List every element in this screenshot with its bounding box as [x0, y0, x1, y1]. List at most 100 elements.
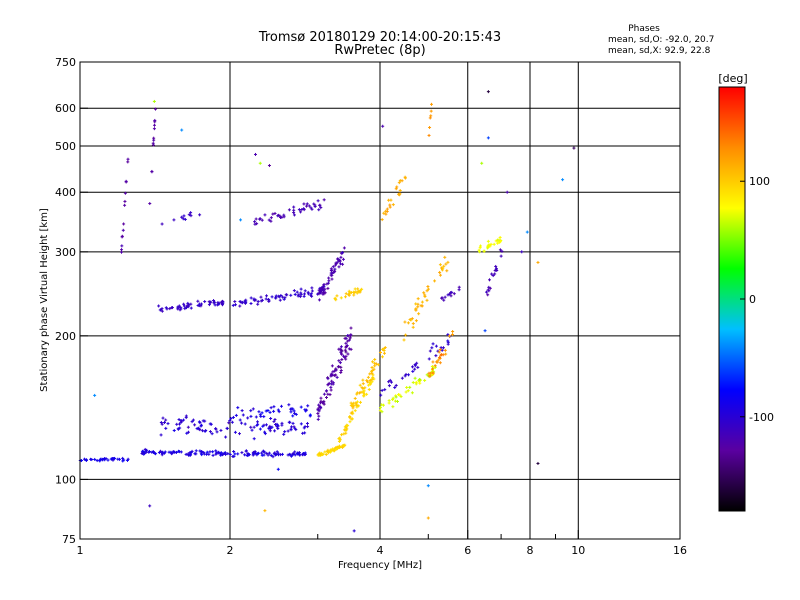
- data-point: [341, 257, 345, 261]
- data-point: [205, 450, 209, 454]
- data-point: [318, 203, 322, 207]
- data-point: [225, 427, 229, 431]
- data-point: [451, 330, 455, 334]
- data-point: [258, 161, 262, 165]
- data-point: [273, 211, 277, 215]
- data-point: [381, 347, 385, 351]
- data-point: [486, 288, 490, 292]
- data-point: [352, 291, 356, 295]
- data-point: [442, 298, 446, 302]
- data-point: [341, 251, 345, 255]
- data-point: [98, 459, 102, 463]
- data-point: [152, 123, 156, 127]
- data-point: [120, 244, 124, 248]
- data-point: [343, 295, 347, 299]
- data-point: [305, 408, 309, 412]
- data-point: [319, 206, 323, 210]
- data-point: [355, 403, 359, 407]
- data-point: [332, 449, 336, 453]
- data-point: [373, 361, 377, 365]
- data-point: [208, 450, 212, 454]
- data-point: [339, 345, 343, 349]
- data-point: [106, 458, 110, 462]
- data-point: [270, 295, 274, 299]
- data-point: [329, 388, 333, 392]
- data-point: [144, 450, 148, 454]
- data-point: [287, 420, 291, 424]
- data-point: [331, 265, 335, 269]
- data-point: [194, 449, 198, 453]
- data-point: [291, 452, 295, 456]
- data-point: [305, 204, 309, 208]
- data-point: [121, 459, 125, 463]
- data-point: [444, 262, 448, 266]
- data-point: [264, 297, 268, 301]
- data-point: [228, 452, 232, 456]
- data-point: [440, 296, 444, 300]
- data-point: [391, 405, 395, 409]
- data-point: [198, 428, 202, 432]
- data-point: [276, 214, 280, 218]
- data-point: [254, 217, 258, 221]
- data-point: [342, 246, 346, 250]
- data-point: [343, 336, 347, 340]
- data-point: [263, 213, 267, 217]
- data-point: [447, 334, 451, 338]
- y-axis-ticks: 75 100 200 300 400 500 600 750: [55, 56, 88, 546]
- data-point: [414, 302, 418, 306]
- data-point: [267, 218, 271, 222]
- data-point: [166, 422, 170, 426]
- data-point: [152, 138, 156, 142]
- data-point: [346, 352, 350, 356]
- data-point: [95, 459, 99, 463]
- data-point: [357, 404, 361, 408]
- data-point: [361, 378, 365, 382]
- data-point: [438, 273, 442, 277]
- data-point: [489, 242, 493, 246]
- data-point: [322, 289, 326, 293]
- stats-heading: Phases: [628, 24, 660, 34]
- data-point: [234, 413, 238, 417]
- data-point: [309, 292, 313, 296]
- data-point: [338, 438, 342, 442]
- data-point: [313, 205, 317, 209]
- data-point: [319, 405, 323, 409]
- data-point: [335, 375, 339, 379]
- data-point: [268, 410, 272, 414]
- data-point: [249, 302, 253, 306]
- data-point: [318, 452, 322, 456]
- data-point: [457, 288, 461, 292]
- data-point: [93, 457, 97, 461]
- data-point: [159, 433, 163, 437]
- data-point: [172, 218, 176, 222]
- data-point: [337, 265, 341, 269]
- data-point: [157, 304, 161, 308]
- data-point: [268, 429, 272, 433]
- data-point: [286, 453, 290, 457]
- y-axis-label: Stationary phase Virtual Height [km]: [39, 208, 50, 392]
- x-tick-label: 1: [77, 544, 84, 557]
- data-point: [187, 213, 191, 217]
- data-point: [123, 203, 127, 207]
- data-point: [440, 348, 444, 352]
- data-point: [403, 320, 407, 324]
- data-point: [326, 392, 330, 396]
- data-point: [266, 453, 270, 457]
- data-point: [291, 407, 295, 411]
- data-point: [402, 338, 406, 342]
- data-point: [420, 304, 424, 308]
- data-point: [246, 416, 250, 420]
- data-point: [429, 109, 433, 113]
- colorbar-unit-label: [deg]: [718, 72, 747, 85]
- data-point: [249, 414, 253, 418]
- data-point: [334, 368, 338, 372]
- data-point: [498, 239, 502, 243]
- data-point: [145, 448, 149, 452]
- data-point: [282, 432, 286, 436]
- data-point: [484, 290, 488, 294]
- y-tick-label: 600: [55, 102, 76, 115]
- x-tick-label: 10: [571, 544, 585, 557]
- data-point: [151, 141, 155, 145]
- data-point: [384, 212, 388, 216]
- data-point: [189, 214, 193, 218]
